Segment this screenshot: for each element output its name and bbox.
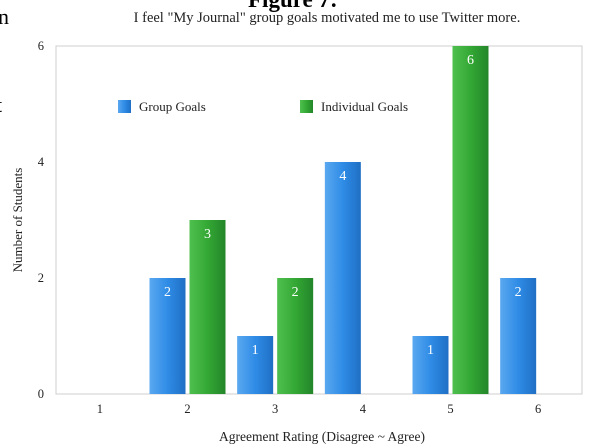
x-axis-label: Agreement Rating (Disagree ~ Agree) — [219, 429, 425, 444]
page-text-fragment-n: n — [0, 4, 9, 29]
bar — [149, 278, 186, 394]
bar-data-label: 2 — [515, 285, 522, 300]
y-tick-label: 2 — [38, 271, 44, 285]
legend-swatch — [118, 100, 131, 113]
plot-area — [55, 45, 583, 395]
bar-data-label: 6 — [467, 53, 474, 68]
bar-data-label: 1 — [252, 343, 259, 358]
bar-data-label: 3 — [204, 227, 211, 242]
x-axis-ticks: 1 2 3 4 5 6 — [97, 402, 542, 416]
bar — [237, 336, 274, 394]
bar-data-label: 1 — [427, 343, 434, 358]
bars: 2 1 4 1 2 3 2 6 — [149, 46, 537, 394]
bar — [412, 336, 449, 394]
bar — [277, 278, 314, 394]
figure-label: Figure 7: — [248, 0, 338, 13]
x-tick-label: 2 — [184, 402, 190, 416]
x-tick-label: 6 — [535, 402, 541, 416]
x-tick-label: 3 — [272, 402, 278, 416]
legend-label: Group Goals — [139, 99, 206, 114]
y-axis-label: Number of Students — [10, 168, 25, 273]
legend-swatch — [300, 100, 313, 113]
y-axis-ticks: 0 2 4 6 — [38, 39, 45, 401]
x-tick-label: 1 — [97, 402, 103, 416]
chart-title: I feel "My Journal" group goals motivate… — [134, 10, 521, 26]
bar — [452, 46, 489, 394]
bar-data-label: 2 — [292, 285, 299, 300]
bar — [324, 162, 361, 394]
y-tick-label: 6 — [38, 39, 44, 53]
legend-label: Individual Goals — [321, 99, 408, 114]
legend: Group Goals Individual Goals — [118, 99, 408, 114]
bar-data-label: 2 — [164, 285, 171, 300]
plot-border — [55, 45, 583, 395]
bar — [500, 278, 537, 394]
page-text-fragment-t: t — [0, 92, 2, 118]
y-tick-label: 0 — [38, 387, 44, 401]
bar — [189, 220, 226, 394]
x-tick-label: 5 — [447, 402, 453, 416]
x-tick-label: 4 — [360, 402, 367, 416]
y-tick-label: 4 — [38, 155, 45, 169]
bar-data-label: 4 — [339, 169, 346, 184]
